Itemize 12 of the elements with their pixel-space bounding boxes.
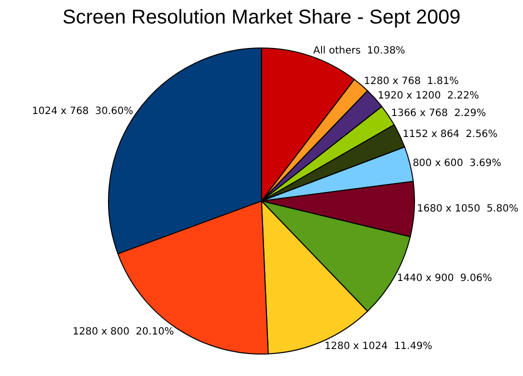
slice-label: 1024 x 768 30.60% xyxy=(32,106,134,118)
slice-label: 1366 x 768 2.29% xyxy=(391,108,486,120)
slice-label: 1920 x 1200 2.22% xyxy=(378,90,480,102)
slice-label: 1152 x 864 2.56% xyxy=(402,129,498,140)
slice-label: 1440 x 900 9.06% xyxy=(397,272,492,284)
chart-title: Screen Resolution Market Share - Sept 2009 xyxy=(62,6,460,28)
slice-label: 1680 x 1050 5.80% xyxy=(417,204,518,215)
slice-label: 1280 x 1024 11.49% xyxy=(324,340,432,352)
slice-label: 1280 x 768 1.81% xyxy=(364,76,459,88)
slice-label: 800 x 600 3.69% xyxy=(412,158,502,170)
slice-label: 1280 x 800 20.10% xyxy=(72,326,174,338)
slice-label: All others 10.38% xyxy=(313,46,406,57)
